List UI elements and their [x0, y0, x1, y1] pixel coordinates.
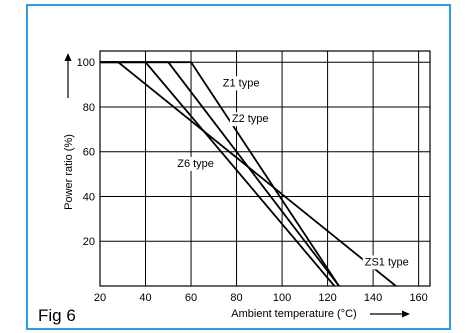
x-tick-label: 100 [273, 292, 291, 304]
series-annotation: Z6 type [177, 158, 214, 170]
x-tick-label: 160 [409, 292, 427, 304]
x-tick-label: 140 [364, 292, 382, 304]
series-annotation: Z1 type [223, 77, 260, 89]
annotation-background [175, 156, 216, 171]
x-axis-arrow [370, 310, 410, 318]
y-tick-label: 40 [83, 191, 95, 203]
y-tick-label: 80 [83, 102, 95, 114]
tick-labels: 20 40 60 80 100 120 140 160 20 40 60 80 100 [77, 57, 428, 304]
x-tick-label: 80 [230, 292, 242, 304]
x-tick-label: 120 [318, 292, 336, 304]
y-tick-label: 60 [83, 147, 95, 159]
series-line-zs1-type [100, 61, 397, 287]
series-annotation: ZS1 type [365, 256, 409, 268]
annotations: Z1 type Z2 type Z6 type ZS1 type [175, 76, 411, 270]
series-annotation: Z2 type [232, 113, 269, 125]
annotation-background [362, 255, 411, 270]
plot-area [99, 50, 431, 287]
figure-frame [26, 4, 451, 330]
y-axis-label: Power ratio (%) [63, 134, 75, 210]
annotation-background [229, 112, 271, 127]
x-axis-label: Ambient temperature (°C) [231, 308, 356, 320]
y-tick-label: 20 [83, 236, 95, 248]
annotation-background [220, 76, 262, 91]
x-tick-label: 40 [139, 292, 151, 304]
y-axis-arrow [64, 53, 72, 98]
y-tick-label: 100 [77, 57, 95, 69]
series-group [100, 61, 397, 287]
x-tick-label: 60 [185, 292, 197, 304]
figure-label: Fig 6 [38, 306, 76, 325]
x-tick-label: 20 [94, 292, 106, 304]
